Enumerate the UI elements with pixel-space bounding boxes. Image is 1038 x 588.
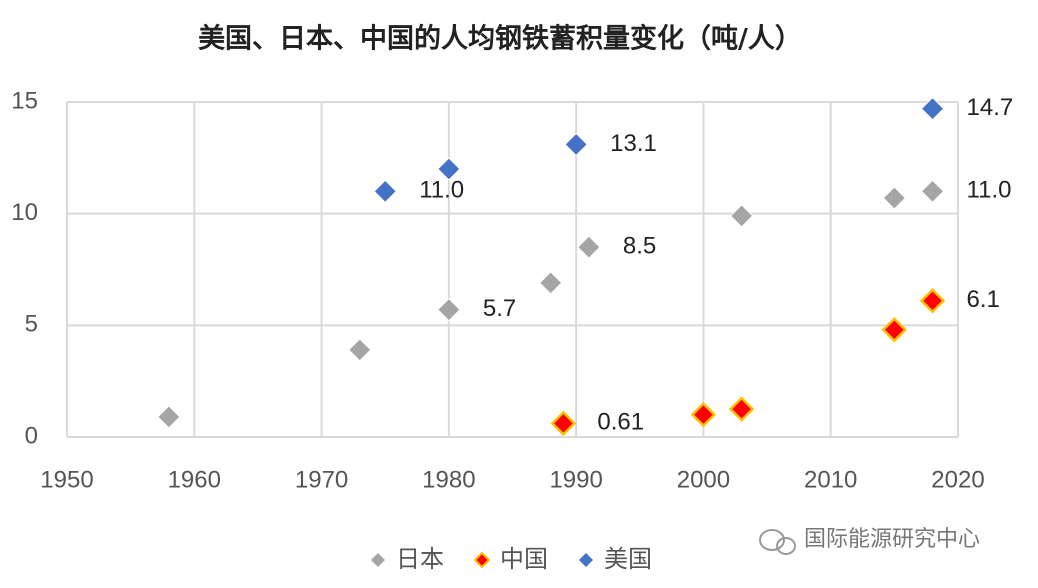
legend-marker bbox=[371, 553, 385, 567]
point bbox=[564, 132, 588, 157]
data-label: 11.0 bbox=[967, 177, 1012, 204]
point bbox=[538, 271, 563, 295]
point bbox=[157, 405, 181, 429]
data-label: 8.5 bbox=[623, 233, 656, 260]
x-tick-label: 1980 bbox=[422, 466, 475, 493]
point bbox=[920, 179, 945, 204]
point bbox=[373, 179, 397, 204]
point bbox=[348, 338, 372, 362]
point bbox=[437, 297, 461, 322]
point bbox=[550, 410, 577, 437]
point bbox=[882, 186, 907, 210]
legend-marker bbox=[473, 551, 491, 569]
data-label: 5.7 bbox=[483, 295, 516, 322]
x-tick-label: 1970 bbox=[295, 466, 348, 493]
point bbox=[729, 204, 754, 228]
point bbox=[919, 287, 946, 314]
y-tick-label: 0 bbox=[25, 422, 38, 449]
legend-marker bbox=[579, 553, 593, 567]
x-tick-label: 1960 bbox=[168, 466, 221, 493]
data-label: 14.7 bbox=[967, 94, 1014, 121]
data-label: 0.61 bbox=[597, 409, 644, 436]
point bbox=[437, 157, 461, 181]
point bbox=[920, 96, 945, 121]
y-tick-label: 15 bbox=[11, 87, 38, 114]
x-tick-label: 2010 bbox=[804, 466, 857, 493]
data-label: 13.1 bbox=[610, 130, 657, 157]
y-tick-label: 5 bbox=[25, 311, 38, 338]
point bbox=[728, 396, 755, 422]
x-tick-label: 1950 bbox=[40, 466, 93, 493]
watermark: 国际能源研究中心 bbox=[759, 527, 980, 555]
data-label: 11.0 bbox=[419, 177, 464, 204]
x-tick-label: 1990 bbox=[549, 466, 602, 493]
legend-label: 日本 bbox=[396, 545, 444, 573]
watermark-text: 国际能源研究中心 bbox=[804, 527, 980, 552]
x-tick-label: 2000 bbox=[677, 466, 730, 493]
point bbox=[690, 401, 717, 428]
legend-label: 中国 bbox=[500, 545, 548, 573]
y-tick-label: 10 bbox=[11, 199, 38, 226]
point bbox=[577, 235, 601, 259]
chart-title: 美国、日本、中国的人均钢铁蓄积量变化（吨/人） bbox=[198, 23, 802, 55]
x-tick-label: 2020 bbox=[931, 466, 984, 493]
data-label: 6.1 bbox=[967, 286, 1000, 313]
point bbox=[881, 317, 908, 343]
legend-label: 美国 bbox=[604, 545, 652, 573]
